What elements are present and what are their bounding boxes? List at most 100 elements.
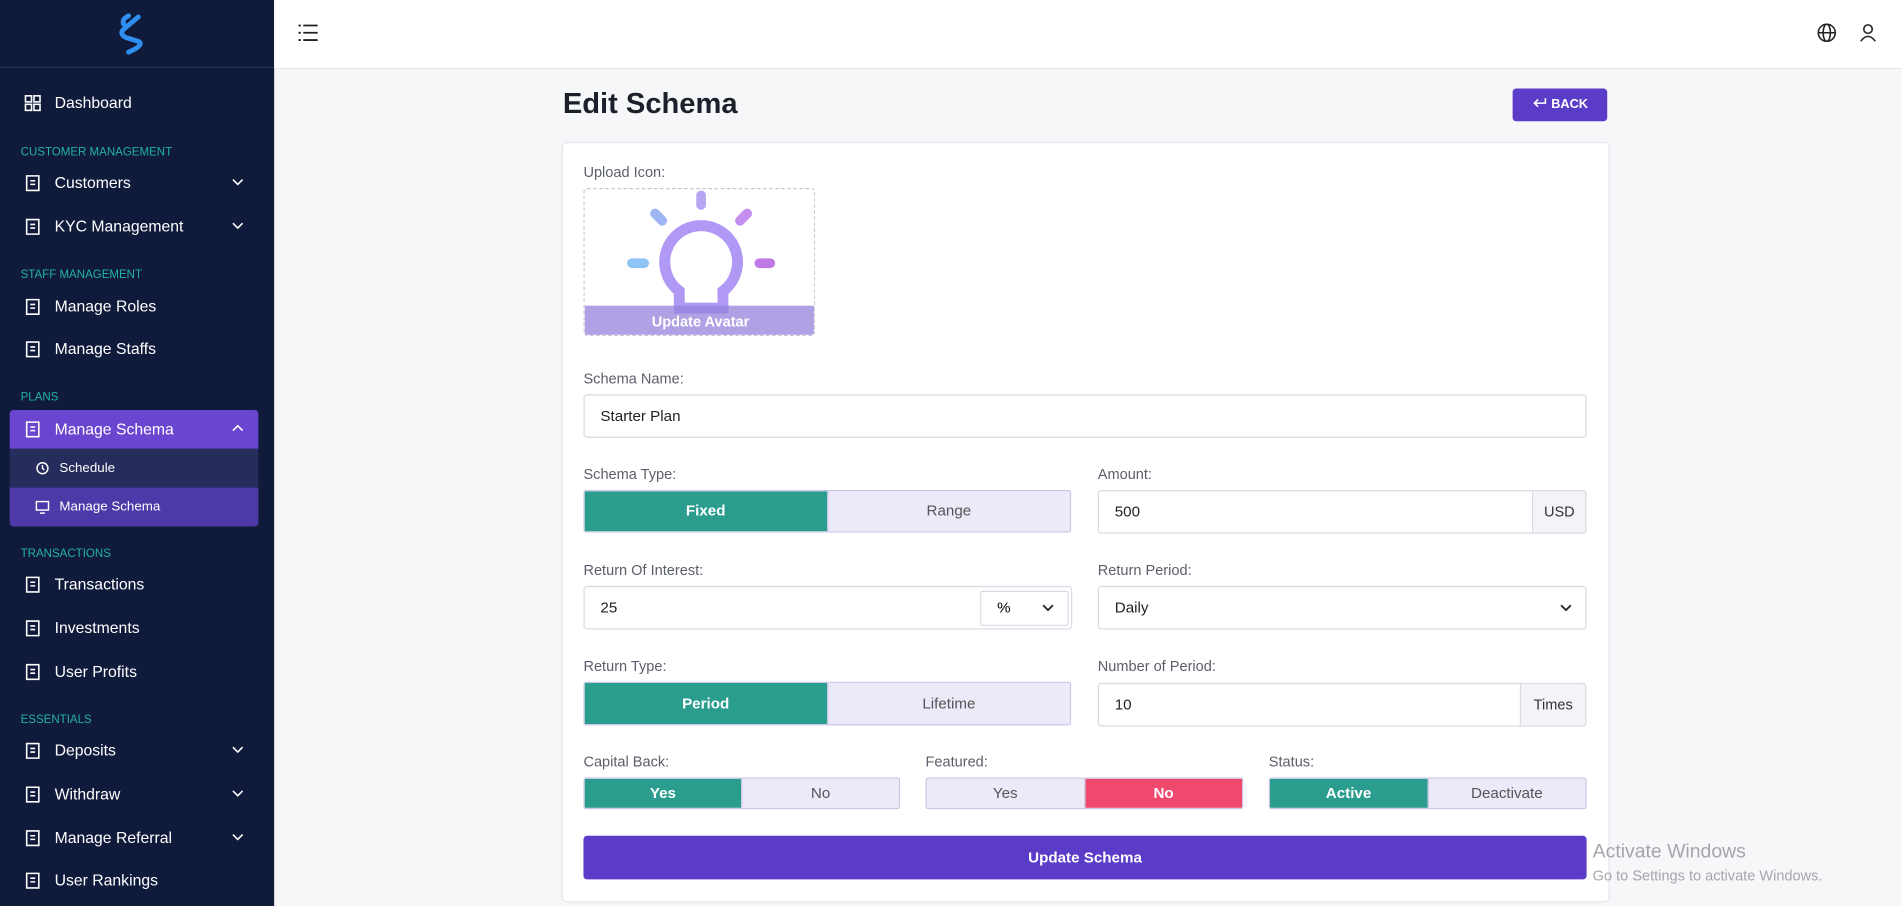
field-label: Status: [1268, 753, 1315, 771]
number-input[interactable]: 500 [1097, 490, 1534, 534]
upload-box[interactable]: Update Avatar [583, 188, 816, 337]
nav-item-active[interactable]: Manage Schema [9, 409, 259, 449]
toggle-option[interactable]: Fixed [584, 491, 827, 532]
nav-item[interactable]: Manage Roles [10, 287, 259, 326]
icon [25, 218, 40, 235]
field-label: Capital Back: [583, 753, 670, 771]
toggle-group: Yes No [583, 777, 901, 810]
chevron [232, 222, 244, 230]
nav-label: Investments [54, 618, 140, 637]
back-icon [1533, 98, 1546, 108]
toggle-option[interactable]: Yes [584, 778, 742, 808]
nav-item[interactable]: Dashboard [10, 84, 259, 123]
input-addon: Times [1519, 682, 1587, 727]
toggle-option[interactable]: Lifetime [826, 682, 1070, 725]
nav-label: Deposits [54, 741, 116, 760]
toggle-option[interactable]: Active [1270, 778, 1428, 808]
field-label: Schema Name: [583, 369, 684, 387]
icon [24, 95, 41, 112]
nav-label: Customers [54, 173, 131, 192]
nav-label: User Profits [54, 662, 137, 681]
submit-button[interactable]: Update Schema [583, 835, 1587, 880]
section-title: TRANSACTIONS [20, 547, 111, 561]
icon [36, 462, 49, 475]
user-icon[interactable] [1860, 23, 1877, 42]
icon [25, 341, 40, 358]
menu-toggle[interactable] [298, 24, 318, 41]
nav-item[interactable]: User Profits [10, 653, 259, 692]
field-label: Amount: [1097, 465, 1152, 483]
nav-item[interactable]: Transactions [10, 565, 259, 604]
select-value: Daily [1114, 599, 1149, 617]
icon [25, 742, 40, 759]
toggle-option[interactable]: No [741, 778, 899, 808]
input-addon: USD [1532, 490, 1587, 534]
toggle-option[interactable]: Range [826, 491, 1070, 532]
toggle-option[interactable]: No [1083, 778, 1243, 808]
nav-label: Manage Roles [54, 297, 157, 316]
icon [25, 786, 40, 803]
number-input[interactable]: 10 [1097, 682, 1522, 727]
toggle-option[interactable]: Yes [926, 778, 1084, 808]
field-label: Upload Icon: [583, 163, 666, 181]
toggle-option[interactable]: Period [584, 682, 827, 725]
chevron [232, 833, 244, 841]
icon [25, 872, 40, 889]
toggle-group: Period Lifetime [583, 681, 1072, 726]
section-title: CUSTOMER MANAGEMENT [20, 145, 173, 159]
toggle-option[interactable]: Deactivate [1427, 778, 1586, 808]
nav-label: Dashboard [54, 93, 132, 112]
text-input[interactable]: Starter Plan [583, 394, 1587, 438]
nav-item[interactable]: Withdraw [10, 775, 259, 814]
nav-label: KYC Management [54, 217, 184, 236]
icon [25, 175, 40, 192]
sub-label: Schedule [59, 460, 116, 476]
chevron [1042, 604, 1054, 612]
sub-label: Manage Schema [59, 499, 161, 515]
sidebar: Dashboard CUSTOMER MANAGEMENT Customers … [0, 0, 275, 906]
icon [25, 298, 40, 315]
chevron [232, 746, 244, 754]
watermark-title: Activate Windows [1592, 841, 1746, 863]
back-button[interactable]: BACK [1512, 88, 1608, 122]
section-title: ESSENTIALS [20, 713, 92, 727]
icon [25, 576, 40, 593]
toggle-group: Fixed Range [583, 490, 1072, 533]
back-label: BACK [1551, 97, 1589, 112]
language-icon[interactable] [1817, 23, 1837, 43]
icon [25, 830, 40, 847]
section-title: PLANS [20, 390, 59, 404]
icon [25, 620, 40, 637]
chevron [232, 178, 244, 186]
nav-item[interactable]: Deposits [10, 731, 259, 770]
nav-label: User Rankings [54, 870, 159, 890]
logo [119, 13, 143, 55]
chevron [1560, 604, 1572, 612]
nav-item[interactable]: User Rankings [10, 861, 259, 900]
nav-item[interactable]: Customers [10, 164, 259, 203]
icon [25, 663, 40, 681]
field-label: Schema Type: [583, 465, 677, 483]
unit-select[interactable]: % [980, 590, 1069, 626]
field-label: Number of Period: [1097, 657, 1216, 675]
nav-item[interactable]: Investments [10, 609, 259, 648]
topbar [274, 0, 1902, 70]
nav-label: Manage Schema [54, 419, 174, 438]
page-title: Edit Schema [562, 87, 738, 121]
section-title: STAFF MANAGEMENT [20, 268, 143, 282]
watermark-subtitle: Go to Settings to activate Windows. [1592, 867, 1823, 885]
nav-label: Manage Staffs [54, 339, 156, 358]
nav-item[interactable]: Manage Referral [10, 819, 259, 858]
avatar-button[interactable]: Update Avatar [584, 305, 814, 335]
sub-item-active[interactable]: Manage Schema [9, 487, 259, 527]
sub-item[interactable]: Schedule [9, 448, 259, 488]
nav-label: Manage Referral [54, 828, 173, 847]
field-label: Return Type: [583, 657, 667, 675]
chevron [232, 790, 244, 797]
select[interactable]: Daily [1097, 585, 1587, 630]
nav-item[interactable]: Manage Staffs [10, 330, 259, 369]
nav-item[interactable]: KYC Management [10, 207, 259, 246]
field-label: Return Of Interest: [583, 561, 704, 579]
